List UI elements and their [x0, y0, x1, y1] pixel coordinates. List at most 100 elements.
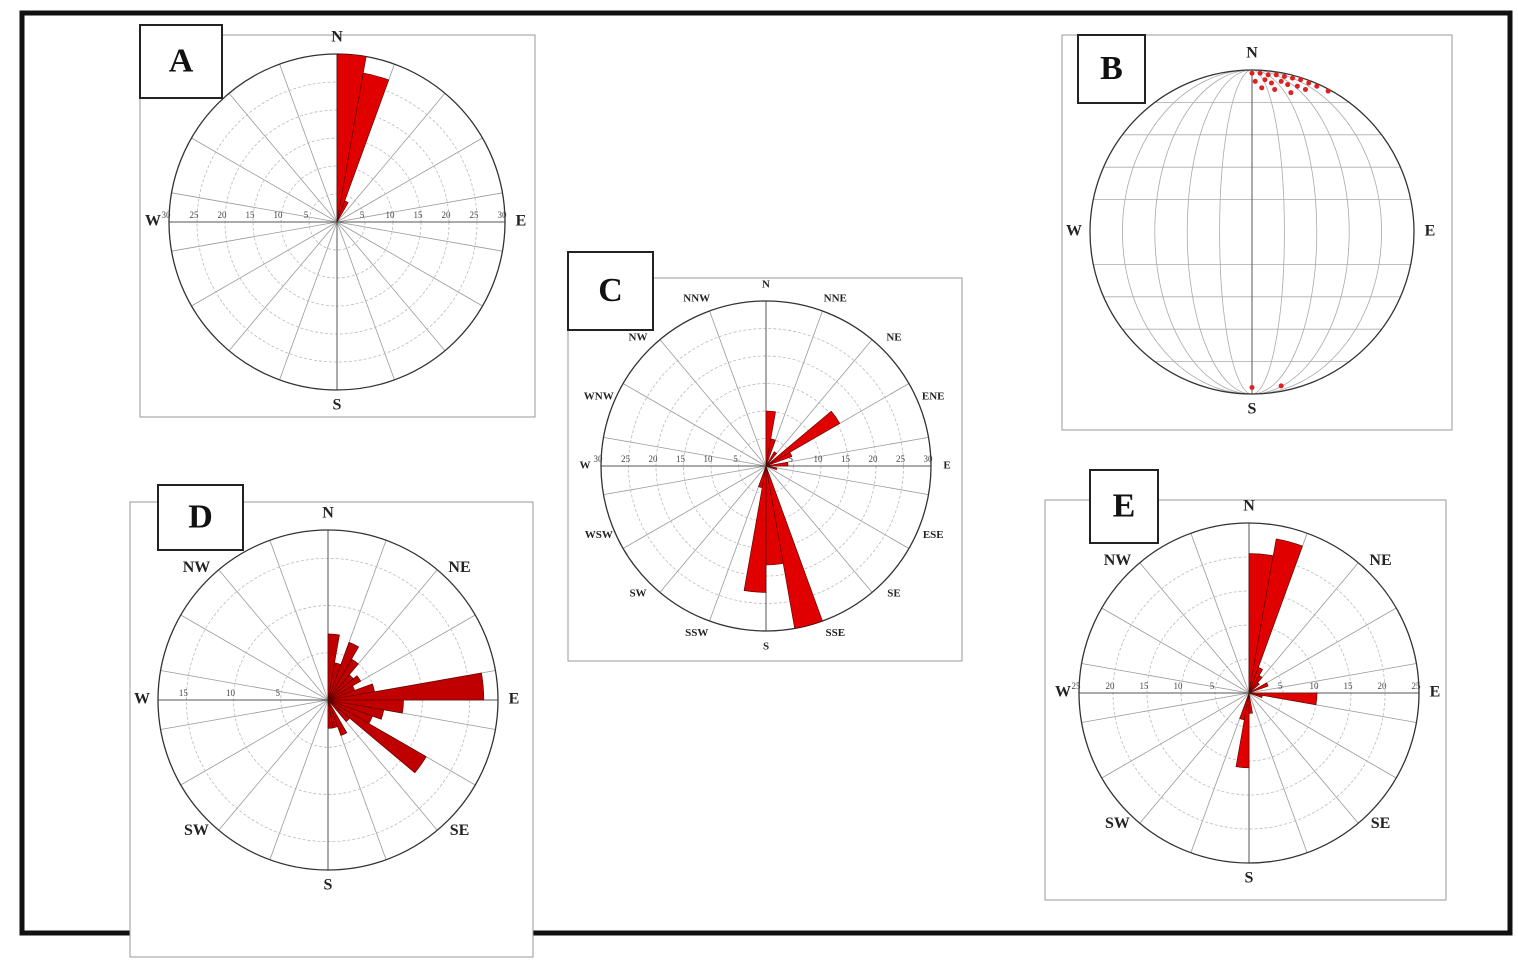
pole-point [1285, 82, 1291, 88]
pole-point [1290, 75, 1295, 81]
rose-petal [327, 699, 427, 774]
direction-label: NNW [683, 292, 710, 304]
r-tick-label: 10 [274, 210, 284, 220]
rose-petal [336, 200, 349, 223]
rose-petal [765, 461, 789, 467]
radial-line [1190, 692, 1250, 853]
r-tick-label: 15 [676, 454, 686, 464]
panel-label: B [1100, 50, 1123, 87]
direction-label: WNW [584, 390, 614, 402]
outer-circle [600, 300, 932, 632]
r-tick-label: 5 [1210, 681, 1215, 691]
direction-label: E [1430, 684, 1441, 701]
pole-point [1281, 73, 1287, 79]
pole-point [1249, 385, 1255, 391]
direction-label: NE [448, 559, 470, 576]
r-tick-label: 10 [386, 210, 396, 220]
panel-label-box [1077, 34, 1146, 104]
direction-label: ENE [922, 390, 945, 402]
pole-point [1265, 72, 1271, 78]
radial-line [1081, 692, 1250, 723]
rose-petal [765, 451, 793, 467]
r-tick-label: 25 [190, 210, 200, 220]
direction-label: SE [1371, 815, 1391, 832]
rose-petal [765, 451, 778, 467]
direction-label: WSW [585, 529, 613, 541]
panel-label-box [567, 251, 654, 331]
rose-petal [1248, 692, 1263, 699]
radial-line [1081, 663, 1250, 694]
direction-label: SSE [825, 627, 845, 639]
direction-label: W [145, 213, 161, 230]
rose-petal [327, 699, 351, 723]
direction-label: N [762, 279, 770, 291]
r-tick-label: 5 [304, 210, 309, 220]
rose-petal [1248, 692, 1318, 706]
direction-label: E [943, 460, 950, 472]
direction-label: S [1248, 401, 1257, 418]
radial-line [765, 465, 929, 496]
direction-label: NE [1369, 552, 1391, 569]
r-tick-label: 25 [1412, 681, 1422, 691]
radial-line [709, 310, 767, 467]
rose-petal [1248, 538, 1303, 694]
rose-petal [327, 699, 334, 729]
r-tick-label: 15 [1140, 681, 1150, 691]
r-tick-label: 20 [649, 454, 659, 464]
direction-label: SW [629, 588, 646, 600]
r-tick-label: 10 [1174, 681, 1184, 691]
direction-label: NW [629, 332, 648, 344]
radial-line [1248, 692, 1397, 779]
direction-label: N [1243, 498, 1255, 515]
r-tick-label: 5 [1278, 681, 1283, 691]
direction-label: W [580, 460, 591, 472]
pole-point [1273, 72, 1279, 78]
r-tick-label: 25 [1072, 681, 1082, 691]
panel-box [129, 501, 534, 958]
direction-label: S [1245, 870, 1254, 887]
direction-label: N [331, 29, 343, 46]
r-tick-label: 5 [360, 210, 365, 220]
radial-line [1190, 533, 1250, 694]
radial-line [1101, 607, 1250, 694]
rose-petal [327, 641, 360, 701]
rose-petal [336, 72, 390, 223]
pole-point [1314, 83, 1320, 89]
radial-line [1248, 692, 1308, 853]
radial-line [1248, 692, 1359, 824]
direction-label: E [509, 691, 520, 708]
rose-petal [765, 465, 823, 629]
rose-petal [1248, 674, 1263, 694]
r-tick-label: 5 [788, 454, 793, 464]
r-tick-label: 30 [498, 210, 508, 220]
r-tick-label: 20 [442, 210, 452, 220]
r-tick-label: 15 [414, 210, 424, 220]
pole-point [1257, 70, 1263, 76]
direction-label: W [1066, 223, 1082, 240]
rose-petal [765, 438, 776, 467]
radial-line [1101, 692, 1250, 779]
r-tick-label: 20 [869, 454, 879, 464]
rose-petal [327, 699, 348, 736]
panel-label-box [157, 484, 244, 551]
pole-point [1294, 83, 1300, 89]
direction-label: N [1246, 45, 1258, 62]
pole-point [1252, 78, 1258, 84]
r-tick-label: 30 [924, 454, 934, 464]
r-tick-label: 30 [594, 454, 604, 464]
pole-point [1278, 78, 1284, 84]
r-tick-label: 10 [704, 454, 714, 464]
pole-point [1298, 77, 1304, 83]
panel-box [1044, 499, 1447, 901]
r-tick-label: 15 [841, 454, 851, 464]
rose-petal [1248, 682, 1260, 694]
direction-label: SSW [685, 627, 708, 639]
r-tick-label: 30 [162, 210, 172, 220]
pole-point [1272, 86, 1278, 92]
r-tick-label: 10 [226, 688, 236, 698]
r-tick-label: 15 [179, 688, 189, 698]
radial-line [1248, 663, 1417, 694]
panel-label-box [1089, 469, 1159, 544]
rose-petal [1239, 692, 1250, 721]
radial-line [1248, 562, 1359, 694]
